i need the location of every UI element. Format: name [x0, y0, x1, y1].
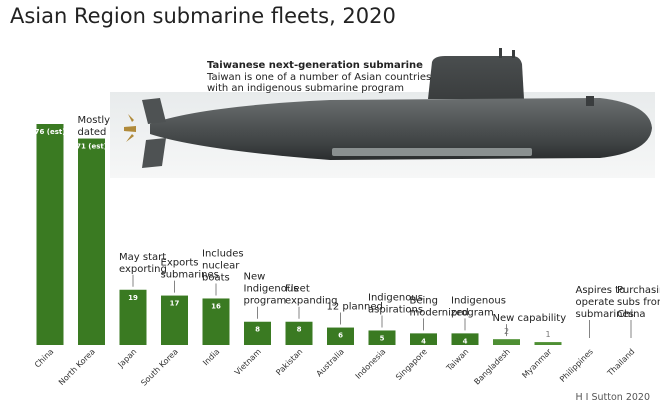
value-label-indonesia: 5: [380, 334, 385, 342]
value-label-north-korea: 71 (est): [76, 143, 107, 151]
tick-label-japan: Japan: [116, 347, 139, 370]
callout-line-2: with an indigenous submarine program: [207, 83, 404, 94]
annotation-japan: May start exporting: [119, 252, 167, 275]
annotation-singapore: Being modernized: [410, 295, 469, 318]
chart-title: Asian Region submarine fleets, 2020: [10, 4, 396, 28]
tick-label-bangladesh: Bangladesh: [472, 347, 512, 387]
bar-pakistan: [285, 321, 313, 345]
tick-label-australia: Australia: [315, 347, 346, 378]
tick-label-vietnam: Vietnam: [233, 347, 263, 377]
annotation-philippines: Aspires to operate submarines: [576, 285, 634, 320]
annotation-south-korea: Exports submarines: [161, 258, 219, 281]
tick-label-india: India: [201, 347, 221, 367]
bar-taiwan: [451, 333, 479, 345]
tick-label-south-korea: South Korea: [139, 347, 180, 388]
tick-label-taiwan: Taiwan: [444, 347, 470, 373]
callout-line-1: Taiwan is one of a number of Asian count…: [207, 71, 432, 83]
tick-label-north-korea: North Korea: [57, 347, 97, 387]
annotation-bangladesh: New capability: [493, 313, 567, 324]
bar-indonesia: [368, 330, 396, 345]
tick-label-philippines: Philippines: [558, 347, 595, 384]
value-label-japan: 19: [128, 294, 138, 302]
bar-south-korea: [161, 295, 188, 345]
bar-australia: [327, 327, 354, 345]
bar-singapore: [410, 333, 437, 345]
annotation-vietnam: New Indigenous program: [244, 272, 299, 307]
value-label-vietnam: 8: [255, 326, 260, 334]
bar-india: [202, 298, 230, 345]
tick-label-indonesia: Indonesia: [354, 347, 388, 381]
annotation-australia: 12 planned: [327, 302, 383, 313]
tick-label-singapore: Singapore: [394, 347, 429, 382]
tick-label-myanmar: Myanmar: [520, 347, 553, 380]
annotation-pakistan: Fleet expanding: [285, 284, 338, 307]
bar-china: [36, 124, 64, 345]
submarine-illustration: [110, 48, 655, 178]
value-label-india: 16: [211, 302, 221, 310]
value-label-china: 76 (est): [35, 128, 66, 136]
credit-text: H I Sutton 2020: [575, 392, 650, 403]
bar-north-korea: [78, 138, 105, 345]
bar-japan: [119, 289, 147, 345]
callout-heading: Taiwanese next-generation submarine: [207, 60, 423, 71]
annotation-india: Includes nuclear boats: [202, 248, 244, 283]
value-label-australia: 6: [338, 332, 343, 340]
annotation-indonesia: Indigenous aspirations: [368, 292, 423, 315]
tick-label-thailand: Thailand: [605, 347, 636, 378]
annotation-north-korea: Mostly dated: [78, 115, 111, 138]
bar-myanmar: [534, 342, 562, 345]
value-label-singapore: 4: [421, 337, 426, 345]
value-label-pakistan: 8: [297, 326, 302, 334]
bar-vietnam: [244, 321, 271, 345]
tick-label-china: China: [33, 347, 56, 370]
value-label-south-korea: 17: [170, 300, 180, 308]
callout: Taiwanese next-generation submarine Taiw…: [207, 60, 431, 95]
annotation-taiwan: Indigenous program: [451, 295, 506, 318]
bar-bangladesh: [493, 339, 520, 345]
value-label-taiwan: 4: [463, 337, 468, 345]
value-label-myanmar: 1: [545, 330, 550, 339]
tick-label-pakistan: Pakistan: [274, 347, 304, 377]
annotation-thailand: Purchasingsubs fromChina: [617, 285, 660, 320]
